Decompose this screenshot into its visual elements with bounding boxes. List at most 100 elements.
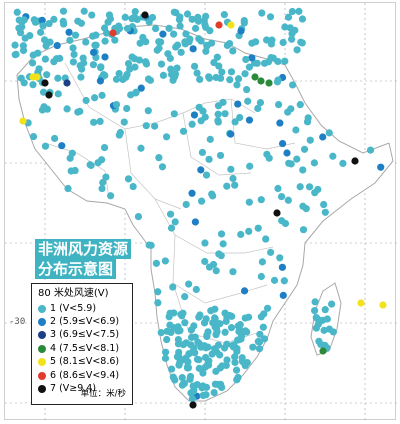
wind-station-dot — [319, 347, 327, 355]
wind-station-dot — [245, 63, 253, 71]
wind-station-dot — [229, 47, 237, 55]
wind-station-dot — [320, 200, 328, 209]
wind-station-dot — [298, 39, 306, 47]
wind-station-dot — [207, 307, 215, 315]
wind-station-dot — [171, 218, 179, 226]
wind-station-dot — [76, 62, 84, 70]
wind-station-dot — [80, 7, 88, 15]
wind-station-dot — [302, 205, 310, 213]
wind-station-dot — [201, 239, 209, 247]
wind-station-dot — [42, 42, 50, 50]
wind-station-dot — [187, 333, 196, 342]
wind-station-dot — [286, 24, 294, 32]
wind-station-dot — [329, 152, 337, 160]
wind-station-dot — [245, 198, 253, 206]
wind-station-dot — [12, 50, 20, 58]
wind-station-dot — [101, 53, 109, 61]
wind-station-dot — [214, 118, 222, 126]
wind-station-dot — [193, 355, 202, 363]
wind-station-dot — [165, 313, 173, 321]
wind-station-dot — [35, 65, 43, 73]
wind-station-dot — [19, 117, 27, 125]
wind-station-dot — [161, 354, 170, 362]
wind-station-dot — [223, 182, 231, 190]
wind-station-dot — [299, 226, 308, 234]
wind-station-dot — [292, 126, 300, 134]
wind-station-dot — [264, 58, 273, 66]
wind-station-dot — [202, 171, 211, 179]
wind-station-dot — [257, 196, 265, 204]
wind-station-dot — [229, 268, 237, 276]
wind-station-dot — [241, 327, 250, 335]
wind-station-dot — [296, 101, 304, 109]
wind-station-dot — [115, 131, 123, 139]
wind-station-dot — [123, 70, 131, 79]
wind-station-dot — [188, 189, 196, 197]
wind-station-dot — [154, 299, 162, 307]
wind-station-dot — [183, 10, 192, 18]
wind-station-dot — [71, 31, 80, 39]
wind-station-dot — [135, 56, 143, 64]
legend: 80 米处风速(V) 1 (V<5.9) 2 (5.9≤V<6.9) 3 (6.… — [31, 283, 133, 405]
wind-station-dot — [151, 122, 159, 130]
wind-station-dot — [222, 361, 230, 370]
wind-station-dot — [242, 55, 250, 64]
wind-station-dot — [278, 263, 286, 271]
wind-station-dot — [227, 165, 235, 173]
wind-station-dot — [281, 23, 289, 31]
wind-station-dot — [194, 17, 203, 25]
wind-station-dot — [197, 197, 206, 205]
wind-station-dot — [203, 331, 211, 339]
wind-station-dot — [219, 98, 227, 106]
wind-station-dot — [262, 36, 271, 44]
wind-station-dot — [216, 151, 225, 160]
wind-station-dot — [123, 104, 131, 113]
wind-station-dot — [243, 85, 251, 94]
wind-station-dot — [321, 306, 329, 314]
wind-station-dot — [205, 357, 213, 365]
wind-station-dot — [205, 155, 213, 163]
wind-station-dot — [313, 315, 321, 323]
wind-station-dot — [41, 55, 49, 63]
wind-station-dot — [280, 277, 288, 285]
wind-station-dot — [240, 287, 249, 295]
wind-station-dot — [123, 24, 132, 33]
wind-station-dot — [181, 293, 189, 301]
wind-station-dot — [284, 196, 292, 204]
wind-station-dot — [256, 99, 265, 107]
wind-station-dot — [20, 79, 28, 87]
wind-station-dot — [236, 113, 244, 122]
wind-station-dot — [231, 358, 239, 367]
wind-station-dot — [63, 105, 71, 113]
wind-station-dot — [98, 91, 106, 99]
wind-station-dot — [101, 71, 109, 79]
wind-station-dot — [191, 218, 199, 226]
wind-station-dot — [190, 386, 198, 394]
wind-station-dot — [253, 59, 261, 67]
wind-station-dot — [237, 27, 245, 35]
wind-station-dot — [259, 323, 267, 331]
wind-station-dot — [157, 60, 166, 68]
wind-station-dot — [311, 298, 319, 306]
wind-station-dot — [29, 81, 37, 89]
wind-station-dot — [339, 159, 347, 168]
wind-station-dot — [144, 107, 152, 115]
wind-station-dot — [193, 380, 201, 389]
wind-station-dot — [377, 163, 385, 171]
wind-station-dot — [63, 79, 71, 87]
wind-station-dot — [127, 91, 135, 99]
wind-station-dot — [328, 300, 336, 308]
wind-station-dot — [82, 38, 90, 46]
map-title-line1: 非洲风力资源 — [35, 239, 132, 259]
wind-station-dot — [71, 166, 79, 175]
wind-station-dot — [274, 184, 282, 193]
wind-station-dot — [185, 38, 193, 46]
wind-station-dot — [120, 118, 128, 126]
wind-station-dot — [109, 29, 117, 37]
wind-station-dot — [214, 110, 222, 118]
wind-station-dot — [54, 90, 62, 98]
wind-station-dot — [177, 48, 185, 56]
wind-station-dot — [74, 17, 82, 25]
wind-station-dot — [136, 39, 144, 47]
wind-station-dot — [96, 117, 104, 126]
